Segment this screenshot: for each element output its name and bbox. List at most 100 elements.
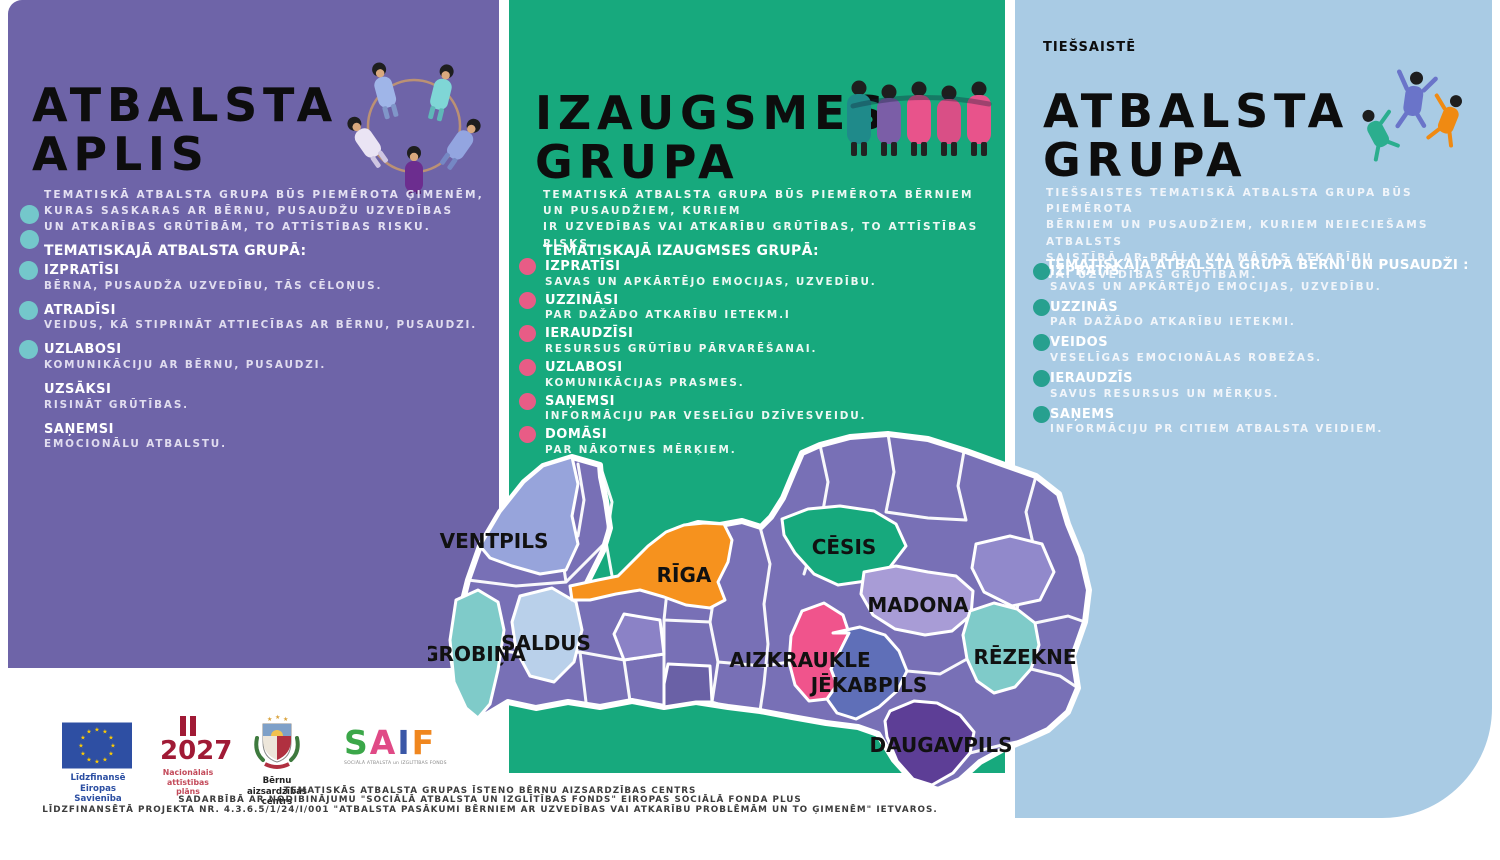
item-desc: RISINĀT GRŪTĪBAS. xyxy=(44,398,189,411)
eu-cofunded-logo: ★ ★ ★ ★ ★ ★ ★ ★ ★ ★ ★ ★ Līdzfinansē Eiropas Savie… xyxy=(62,722,134,805)
item-title: SAŅEMSI xyxy=(545,393,615,409)
region-unnamed xyxy=(662,662,714,709)
group-huddle-illustration xyxy=(847,80,992,156)
list-item: DOMĀSI PAR NĀKOTNES MĒRĶIEM. xyxy=(519,426,877,458)
map-label-jekabpils: JĒKABPILS xyxy=(809,673,928,697)
section-header: TEMATISKAJĀ IZAUGMSES GRUPĀ: xyxy=(543,243,819,259)
region-jekabpils xyxy=(825,625,909,721)
bullet-icon xyxy=(1033,370,1050,388)
svg-text:★: ★ xyxy=(267,716,272,723)
panel-intro: TEMATISKĀ ATBALSTA GRUPA BŪS PIEMĒROTA Ģ… xyxy=(44,188,484,234)
region-madona xyxy=(859,564,975,637)
map-label-daugavpils: DAUGAVPILS xyxy=(870,733,1013,757)
svg-text:★: ★ xyxy=(275,714,280,721)
benefit-list: IZPRATĪS SAVAS UN APKĀRTĒJO EMOCIJAS, UZV… xyxy=(1033,263,1383,442)
intro-bullet xyxy=(20,205,39,224)
saif-letter: I xyxy=(397,723,412,762)
list-item: ATRADĪSI VEIDUS, KĀ STIPRINĀT ATTIECĪBAS … xyxy=(19,300,478,334)
bullet-icon xyxy=(19,340,38,360)
credit-line: SADARBĪBĀ AR NODIBINĀJUMU "SOCIĀLĀ ATBAL… xyxy=(178,795,802,806)
credit-line: LĪDZFINANSĒTĀ PROJEKTA NR. 4.3.6.5/1/24/… xyxy=(42,804,938,815)
item-desc: SAVAS UN APKĀRTĒJO EMOCIJAS, UZVEDĪBU. xyxy=(1050,280,1382,293)
svg-text:★: ★ xyxy=(102,757,107,764)
region-daugavpils xyxy=(883,699,976,787)
svg-text:★: ★ xyxy=(86,757,91,764)
nap2027-bars-icon xyxy=(160,716,216,738)
caption-line: attīstības plāns xyxy=(167,777,209,797)
benefit-list: IZPRATĪSI SAVAS UN APKĀRTĒJO EMOCIJAS, UZ… xyxy=(519,258,877,461)
saif-tagline: SOCIĀLĀ ATBALSTA un IZGLĪTĪBAS FONDS xyxy=(344,761,447,766)
region-saldus xyxy=(510,586,584,684)
svg-text:★: ★ xyxy=(86,729,91,736)
item-desc: PAR DAŽĀDO ATKARĪBU IETEKM.I xyxy=(545,309,791,322)
region-unnamed xyxy=(612,612,666,662)
credit-line: TEMATISKĀS ATBALSTA GRUPAS ĪSTENO BĒRNU … xyxy=(283,786,697,796)
list-item: IZPRATĪSI SAVAS UN APKĀRTĒJO EMOCIJAS, UZ… xyxy=(519,258,877,290)
item-title: IZPRATĪS xyxy=(1050,264,1121,279)
region-ventspils xyxy=(478,455,580,576)
panel-intro: TIEŠSAISTES TEMATISKĀ ATBALSTA GRUPA BŪS… xyxy=(1046,186,1429,281)
item-title: IERAUDZĪSI xyxy=(545,326,634,342)
bullet-icon xyxy=(19,261,38,280)
region-grobina xyxy=(448,588,506,720)
item-title: UZZINĀS xyxy=(1050,299,1119,315)
bac-logo: ★ ★ ★ Bērnu aizsardzības centrs xyxy=(239,714,315,808)
bullet-icon xyxy=(1033,263,1050,280)
bullet-icon xyxy=(519,258,536,275)
list-item: SAŅEMSI EMOCIONĀLU ATBALSTU. xyxy=(44,422,477,453)
region-riga xyxy=(568,521,734,610)
saif-letter: A xyxy=(369,723,398,762)
saif-letter: F xyxy=(411,723,437,762)
map-label-aizkraukle: AIZKRAUKLE xyxy=(729,648,870,672)
svg-text:★: ★ xyxy=(108,751,113,758)
item-desc: VEIDUS, KĀ STIPRINĀT ATTIECĪBAS AR BĒRNU… xyxy=(44,319,478,332)
item-title: DOMĀSI xyxy=(545,427,608,443)
nap2027-year: 2027 xyxy=(160,736,233,766)
svg-text:★: ★ xyxy=(283,716,288,723)
jumping-people-illustration xyxy=(1362,69,1462,162)
panel-pretitle: TIEŠSAISTĒ xyxy=(1043,40,1137,55)
svg-text:★: ★ xyxy=(102,729,107,736)
latvia-municipalities-map: VENTPILS GROBIŅA SALDUS RĪGA CĒSIS MADON… xyxy=(428,431,1092,793)
bullet-icon xyxy=(1033,334,1050,352)
list-item: IZPRATĪSI BĒRNA, PUSAUDŽA UZVEDĪBU, TĀS C… xyxy=(19,261,477,294)
list-item: UZLABOSI KOMUNIKĀCIJU AR BĒRNU, PUSAUDZI. xyxy=(19,340,477,373)
item-desc: KOMUNIKĀCIJU AR BĒRNU, PUSAUDZI. xyxy=(44,358,327,371)
item-desc: SAVUS RESURSUS UN MĒRĶUS. xyxy=(1050,387,1280,400)
item-title: SAŅEMS xyxy=(1050,406,1115,422)
caption-line: centrs xyxy=(261,797,293,808)
list-item: IERAUDZĪS SAVUS RESURSUS UN MĒRĶUS. xyxy=(1033,370,1383,402)
list-item: SAŅEMS INFORMĀCIJU PR CITIEM ATBALSTA VEI… xyxy=(1033,405,1383,438)
nap2027-logo: 2027 Nacionālais attīstības plāns xyxy=(160,716,233,797)
latvia-coat-of-arms-icon: ★ ★ ★ xyxy=(254,714,300,769)
list-item: IZPRATĪS SAVAS UN APKĀRTĒJO EMOCIJAS, UZV… xyxy=(1033,263,1383,295)
saif-letter: S xyxy=(344,723,370,762)
region-unnamed xyxy=(970,534,1056,608)
item-desc: SAVAS UN APKĀRTĒJO EMOCIJAS, UZVEDĪBU. xyxy=(545,275,877,288)
map-label-saldus: SALDUS xyxy=(501,631,591,655)
bullet-icon xyxy=(519,359,536,377)
bullet-icon xyxy=(1033,405,1050,423)
bullet-icon xyxy=(519,291,536,309)
item-title: IZPRATĪSI xyxy=(545,259,621,274)
bullet-icon xyxy=(519,392,536,410)
svg-text:★: ★ xyxy=(80,751,85,758)
item-desc: VESELĪGAS EMOCIONĀLAS ROBEŽAS. xyxy=(1050,351,1322,364)
panel-tiessaiste-atbalsta-grupa: TIEŠSAISTĒ ATBALSTA GRUPA TIEŠSAISTES TE… xyxy=(1015,0,1492,818)
item-desc: EMOCIONĀLU ATBALSTU. xyxy=(44,438,227,451)
item-desc: PAR DAŽĀDO ATKARĪBU IETEKMI. xyxy=(1050,316,1296,329)
map-label-madona: MADONA xyxy=(867,593,969,617)
nap-logo-caption: Nacionālais attīstības plāns xyxy=(160,768,216,797)
panel-title: ATBALSTA APLIS xyxy=(32,77,338,181)
list-item: IERAUDZĪSI RESURSUS GRŪTĪBU PĀRVARĒŠANAI. xyxy=(519,325,877,357)
item-desc: KOMUNIKĀCIJAS PRASMES. xyxy=(545,376,745,389)
map-label-ventspils: VENTPILS xyxy=(440,529,549,553)
list-item: UZLABOSI KOMUNIKĀCIJAS PRASMES. xyxy=(519,359,877,391)
item-title: IZPRATĪSI xyxy=(44,263,120,278)
map-label-grobina: GROBIŅA xyxy=(428,642,526,666)
map-label-rezekne: RĒZEKNE xyxy=(973,645,1076,669)
saif-logo: SAIF SOCIĀLĀ ATBALSTA un IZGLĪTĪBAS FOND… xyxy=(344,726,454,766)
item-title: SAŅEMSI xyxy=(44,421,114,437)
section-header: TEMATISKAJĀ ATBALSTA GRUPĀ: xyxy=(44,243,307,259)
